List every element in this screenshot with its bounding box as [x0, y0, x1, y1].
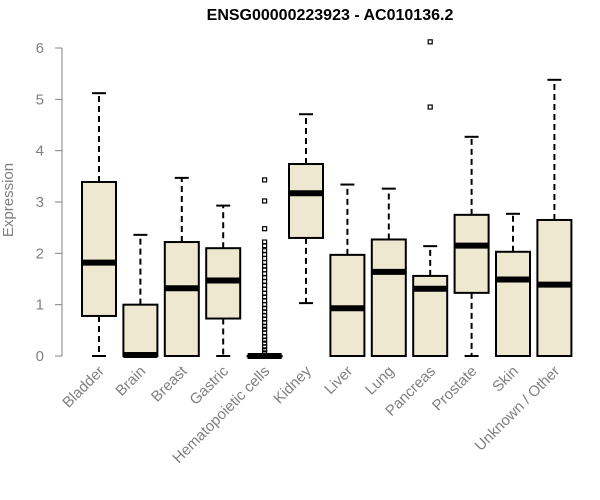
outlier-point [262, 255, 268, 262]
outlier-point [262, 177, 268, 183]
box-prostate [453, 135, 490, 357]
x-tick-label: Brain [112, 363, 149, 400]
x-tick-label: Breast [148, 362, 191, 405]
box-rect [81, 180, 117, 317]
box-rect [370, 238, 407, 357]
box-breast [163, 176, 200, 357]
box-pancreas [412, 39, 449, 358]
y-tick-label: 1 [36, 297, 44, 314]
box-rect [453, 213, 490, 294]
outlier-point [262, 251, 268, 257]
box-unknown-other [536, 78, 573, 357]
y-tick-label: 0 [36, 348, 44, 365]
y-axis-label: Expression [0, 163, 17, 237]
outlier-point [262, 286, 268, 292]
box-rect [163, 241, 200, 357]
box-brain [122, 233, 159, 358]
x-tick-label: Skin [489, 363, 522, 396]
outlier-point [262, 344, 268, 350]
outlier-point [262, 198, 268, 204]
box-liver [329, 183, 366, 357]
x-tick-label: Prostate [429, 363, 481, 415]
box-hematopoietic-cells [246, 177, 283, 359]
box-rect [495, 250, 531, 357]
box-rect [288, 163, 324, 239]
outlier-point [262, 323, 268, 329]
outlier-point [262, 337, 268, 343]
box-kidney [288, 113, 324, 305]
outlier-point [262, 350, 268, 356]
chart-title: ENSG00000223923 - AC010136.2 [206, 7, 454, 24]
box-lung [370, 187, 407, 357]
box-rect [536, 218, 573, 357]
x-tick-label: Lung [362, 363, 398, 399]
y-axis: 0 1 2 3 4 5 6 [36, 40, 63, 365]
y-tick-label: 6 [36, 40, 44, 57]
x-tick-label: Kidney [270, 362, 315, 407]
outlier-point [262, 226, 268, 232]
box-rect [122, 303, 159, 357]
box-skin [495, 212, 531, 357]
outlier-point [262, 347, 268, 353]
x-tick-label: Bladder [59, 363, 108, 412]
outlier-point [262, 243, 268, 249]
box-gastric [205, 204, 242, 357]
x-tick-label: Liver [321, 363, 356, 398]
y-tick-label: 2 [36, 245, 44, 262]
boxes-group [81, 39, 573, 359]
box-bladder [81, 92, 117, 357]
y-tick-label: 4 [36, 143, 44, 160]
y-tick-label: 3 [36, 194, 44, 211]
outlier-point [427, 39, 433, 45]
outlier-point [427, 104, 433, 110]
y-tick-label: 5 [36, 91, 44, 108]
